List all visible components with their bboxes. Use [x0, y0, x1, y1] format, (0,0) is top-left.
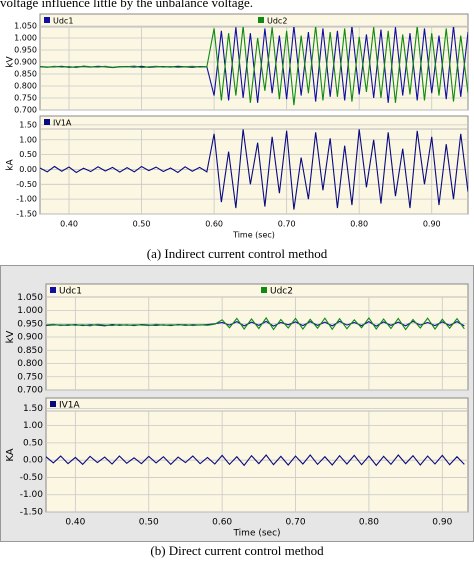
- legend-swatch: [261, 287, 267, 293]
- legend-label: Udc2: [270, 287, 293, 297]
- x-axis-label: Time (sec): [232, 231, 275, 240]
- x-tick-label: 0.90: [432, 518, 452, 528]
- y-tick-label: 0.950: [14, 46, 37, 55]
- line-series: [46, 316, 465, 331]
- line-series: [40, 129, 468, 210]
- legend-swatch: [44, 119, 50, 125]
- x-tick-label: 0.60: [205, 220, 223, 229]
- legend-label: IV1A: [59, 401, 81, 411]
- y-tick-label: 1.00: [19, 135, 37, 144]
- y-tick-label: -0.50: [20, 473, 44, 483]
- x-tick-label: 0.80: [359, 518, 379, 528]
- y-tick-label: 0.850: [14, 70, 37, 79]
- caption: (a) Indirect current control method: [147, 246, 328, 261]
- y-tick-label: 1.000: [17, 306, 43, 316]
- y-axis-label: kV: [5, 331, 16, 344]
- x-tick-label: 0.90: [423, 220, 441, 229]
- y-tick-label: 0.800: [14, 82, 37, 91]
- x-tick-label: 0.50: [133, 220, 151, 229]
- y-tick-label: 1.050: [14, 22, 37, 31]
- y-tick-label: 0.750: [17, 372, 43, 382]
- x-tick-label: 0.60: [212, 518, 232, 528]
- y-tick-label: 0.00: [23, 456, 43, 466]
- line-series: [40, 27, 468, 106]
- y-tick-label: 0.900: [14, 58, 37, 67]
- y-tick-label: 1.000: [14, 34, 37, 43]
- y-axis-label: KA: [5, 448, 16, 461]
- legend-label: Udc1: [53, 17, 73, 26]
- x-tick-label: 0.40: [65, 518, 85, 528]
- y-tick-label: -0.50: [16, 180, 37, 189]
- y-tick-label: 0.00: [19, 165, 37, 174]
- y-tick-label: -1.50: [16, 210, 37, 219]
- x-tick-label: 0.70: [278, 220, 296, 229]
- caption: (b) Direct current control method: [150, 543, 324, 558]
- y-axis-label: kV: [6, 55, 16, 67]
- y-tick-label: 0.700: [17, 386, 43, 396]
- legend-swatch: [50, 287, 56, 293]
- y-tick-label: -1.50: [20, 508, 44, 518]
- y-tick-label: 1.50: [23, 404, 43, 414]
- y-tick-label: 0.950: [17, 319, 43, 329]
- x-tick-label: 0.70: [286, 518, 306, 528]
- legend-swatch: [258, 17, 264, 23]
- y-tick-label: 0.850: [17, 346, 43, 356]
- y-tick-label: 0.50: [23, 438, 43, 448]
- x-axis-label: Time (sec): [232, 529, 280, 539]
- y-tick-label: 1.050: [17, 293, 43, 303]
- x-tick-label: 0.50: [139, 518, 159, 528]
- y-tick-label: 1.00: [23, 421, 43, 431]
- legend-label: IV1A: [53, 119, 72, 128]
- legend-swatch: [44, 17, 50, 23]
- legend-label: Udc1: [59, 287, 82, 297]
- y-tick-label: 0.700: [14, 106, 37, 115]
- y-tick-label: -1.00: [16, 195, 37, 204]
- y-tick-label: 0.50: [19, 150, 37, 159]
- y-tick-label: 1.50: [19, 120, 37, 129]
- legend-label: Udc2: [267, 17, 287, 26]
- y-axis-label: kA: [6, 158, 16, 170]
- line-series: [46, 454, 465, 467]
- y-tick-label: 0.900: [17, 333, 43, 343]
- y-tick-label: -1.00: [20, 490, 44, 500]
- y-tick-label: 0.750: [14, 94, 37, 103]
- x-tick-label: 0.40: [60, 220, 78, 229]
- legend-swatch: [50, 401, 56, 407]
- intro-text: voltage influence little by the unbalanc…: [0, 0, 253, 10]
- x-tick-label: 0.80: [350, 220, 368, 229]
- y-tick-label: 0.800: [17, 359, 43, 369]
